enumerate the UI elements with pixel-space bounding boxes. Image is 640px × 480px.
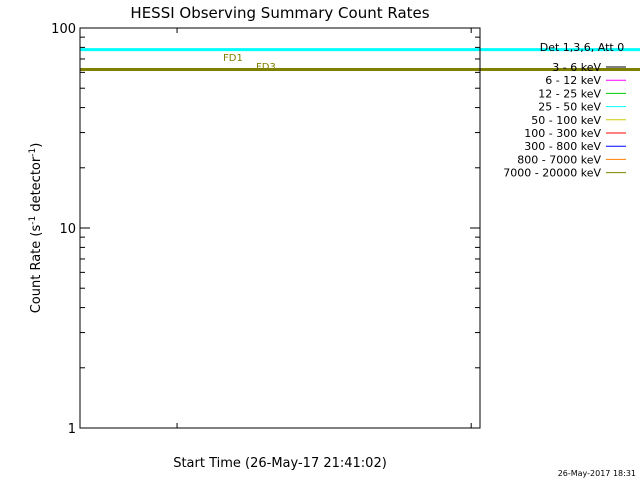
flag-bar-label-fd1: FD1	[223, 53, 243, 64]
y-axis-label-part3: )	[29, 143, 44, 148]
legend-label: 100 - 300 keV	[524, 127, 601, 140]
legend-label: 7000 - 20000 keV	[503, 167, 601, 180]
flag-bar-label-fd3: FD3	[256, 62, 276, 73]
y-axis-label-part1: Count Rate (s	[29, 225, 44, 314]
legend-label: 25 - 50 keV	[538, 101, 601, 114]
legend-title: Det 1,3,6, Att 0	[540, 41, 624, 54]
y-axis-label-sup2: -1	[28, 148, 38, 157]
plot-timestamp: 26-May-2017 18:31	[558, 469, 636, 478]
legend-label: 800 - 7000 keV	[517, 153, 601, 166]
legend-label: 6 - 12 keV	[545, 74, 601, 87]
y-tick-label: 100	[51, 22, 76, 37]
legend-label: 300 - 800 keV	[524, 140, 601, 153]
y-axis-label-sup1: -1	[28, 216, 38, 225]
y-axis-label: Count Rate (s-1 detector-1)	[28, 143, 44, 314]
y-tick-label: 10	[59, 222, 76, 237]
chart-title: HESSI Observing Summary Count Rates	[130, 4, 429, 22]
y-tick-label: 1	[68, 422, 76, 437]
legend-label: 12 - 25 keV	[538, 87, 601, 100]
y-axis-label-part2: detector	[29, 156, 44, 216]
legend-label: 50 - 100 keV	[531, 114, 601, 127]
legend-label: 3 - 6 keV	[552, 61, 601, 74]
x-axis-label: Start Time (26-May-17 21:41:02)	[173, 456, 387, 471]
